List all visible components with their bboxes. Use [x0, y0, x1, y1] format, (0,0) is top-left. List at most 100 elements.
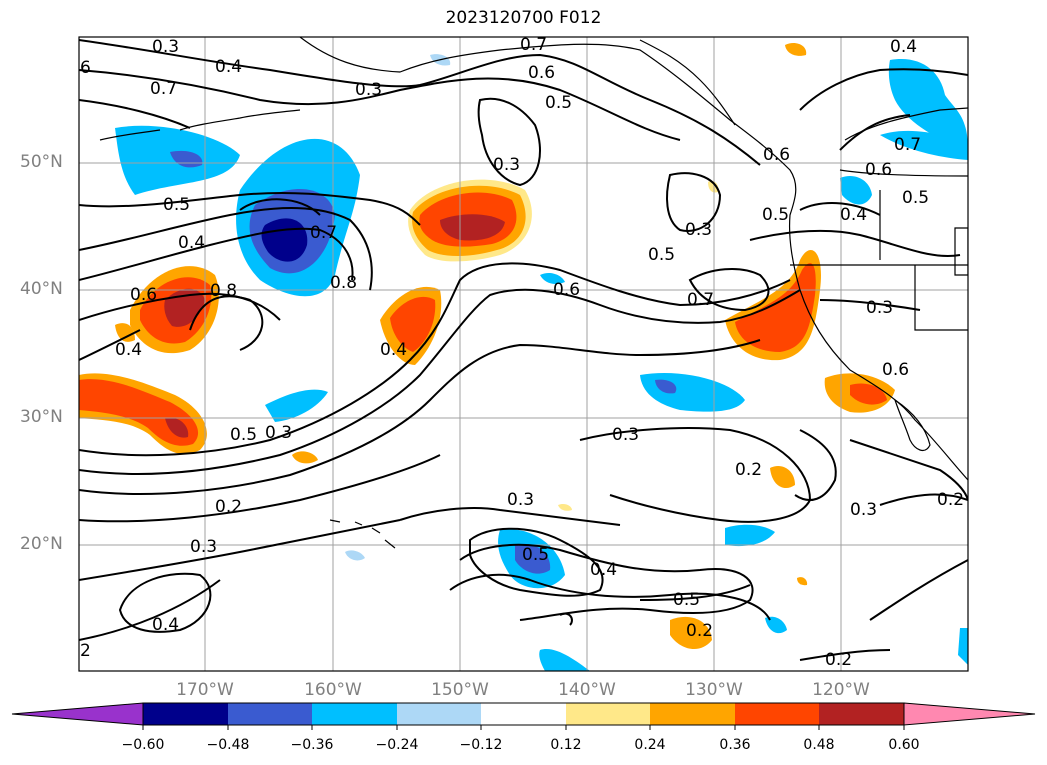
contour-label: 0.6: [763, 145, 790, 165]
blue-area: [345, 550, 365, 561]
contour-label-group: 0.3 0.4 0.7 0.3 0.6 0.5 0.5 0.4 0.7 0.8 …: [80, 35, 964, 670]
colorbar-tick: 0.12: [550, 737, 582, 753]
blue-area: [765, 616, 787, 634]
contour-label: 0.4: [115, 340, 142, 360]
plot-frame: [78, 36, 969, 672]
blue-area: [840, 175, 872, 205]
contour-label: 0.3: [685, 220, 712, 240]
contour-label: 0.5: [762, 205, 789, 225]
colorbar-tick: −0.36: [290, 737, 334, 753]
contour-label: 0.3: [190, 537, 217, 557]
colorbar-tick: −0.24: [375, 737, 419, 753]
map-title: 2023120700 F012: [445, 8, 602, 28]
contour-label: 0.2: [686, 621, 713, 641]
lon-label-140w: 140°W: [558, 680, 616, 700]
contour-label: 0.3: [355, 80, 382, 100]
blue-area: [655, 379, 677, 394]
lat-label-50n: 50°N: [20, 152, 63, 172]
contour-label: 0.4: [152, 615, 179, 635]
contour-label: 0.3: [507, 490, 534, 510]
shaded-anomalies: [79, 43, 968, 671]
contour-label: 0.3: [152, 37, 179, 57]
contour-label: 0.3: [612, 425, 639, 445]
contour-label: 0.8: [330, 273, 357, 293]
contour-label: 0.3: [850, 500, 877, 520]
colorbar-tick: 0.24: [634, 737, 666, 753]
blue-area: [888, 59, 968, 150]
blue-area: [540, 272, 565, 284]
contour-label: 0.5: [902, 188, 929, 208]
colorbar-tick: −0.60: [121, 737, 165, 753]
contour-label: 0.5: [230, 425, 257, 445]
colorbar-tick: 0.60: [888, 737, 920, 753]
colorbar-tick: 0.36: [719, 737, 751, 753]
contour-label: 0.4: [840, 205, 867, 225]
contour-label: 0.3: [866, 298, 893, 318]
contour-label: 0.4: [590, 560, 617, 580]
warm-area: [165, 417, 189, 438]
blue-area: [640, 372, 745, 412]
colorbar-tick: −0.12: [459, 737, 503, 753]
contour-label: 0.2: [825, 650, 852, 670]
contour-label: 0.2: [937, 490, 964, 510]
contour-label: 0.4: [178, 233, 205, 253]
warm-area: [292, 451, 318, 464]
contour-label: 0.5: [648, 245, 675, 265]
contour-label: 0.3: [265, 423, 292, 443]
contour-label: 0.4: [890, 37, 917, 57]
colorbar: [11, 702, 1036, 730]
gridlines: [79, 37, 968, 671]
contour-label: 0.7: [687, 290, 714, 310]
blue-area: [539, 649, 590, 671]
warm-area: [670, 616, 712, 650]
contour-label: 0.2: [735, 460, 762, 480]
lon-label-160w: 160°W: [304, 680, 362, 700]
colorbar-tick: 0.48: [803, 737, 835, 753]
contour-label: 0.5: [545, 93, 572, 113]
lat-label-20n: 20°N: [20, 534, 63, 554]
lon-label-130w: 130°W: [685, 680, 743, 700]
contour-label: 0.7: [520, 35, 547, 55]
contour-label: 0.5: [673, 590, 700, 610]
warm-area: [115, 323, 135, 342]
warm-area: [558, 503, 572, 511]
lat-label-40n: 40°N: [20, 279, 63, 299]
blue-area: [515, 543, 551, 574]
contour-label: 0.4: [380, 340, 407, 360]
contour-label: 6: [80, 58, 91, 78]
colorbar-tick: −0.48: [206, 737, 250, 753]
blue-area: [958, 628, 968, 665]
contour-label: 0.5: [163, 195, 190, 215]
contour-label: 0.7: [894, 135, 921, 155]
warm-area: [770, 465, 795, 489]
blue-area: [265, 389, 328, 422]
contour-label: 0.6: [882, 360, 909, 380]
contour-lines: [79, 39, 968, 661]
warm-area: [785, 43, 807, 56]
contour-label: 0.4: [215, 57, 242, 77]
warm-area: [797, 577, 808, 586]
lon-label-170w: 170°W: [176, 680, 234, 700]
warm-area: [440, 214, 505, 241]
coastlines: [99, 37, 968, 549]
contour-label: 0.2: [215, 497, 242, 517]
contour-label: 0.8: [210, 281, 237, 301]
blue-area: [880, 130, 968, 160]
warm-area: [708, 180, 719, 193]
contour-label: 0.6: [130, 285, 157, 305]
lat-label-30n: 30°N: [20, 407, 63, 427]
contour-label: 0.5: [522, 545, 549, 565]
colorbar-extend-high: [903, 702, 1036, 726]
warm-area: [735, 263, 816, 352]
contour-label: 2: [80, 641, 91, 661]
blue-area: [725, 524, 775, 547]
contour-label: 0.6: [528, 63, 555, 83]
contour-label: 0.6: [553, 280, 580, 300]
warm-area: [79, 379, 199, 446]
lon-label-120w: 120°W: [812, 680, 870, 700]
lon-label-150w: 150°W: [431, 680, 489, 700]
contour-label: 0.6: [865, 160, 892, 180]
colorbar-extend-low: [11, 702, 144, 726]
contour-label: 0.7: [150, 79, 177, 99]
